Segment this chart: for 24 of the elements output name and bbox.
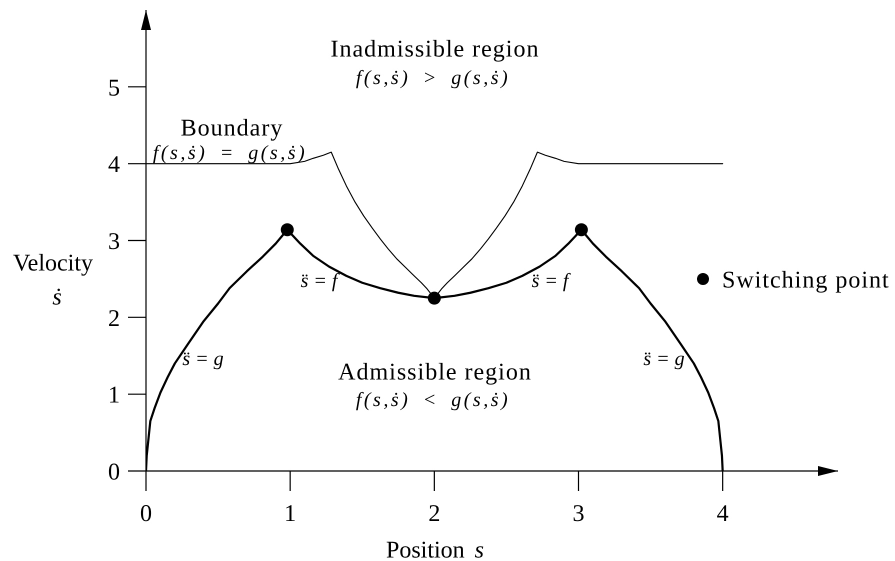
x-tick-label: 0	[140, 501, 152, 528]
annotation: s̈ = f	[532, 270, 571, 292]
y-tick-label: 0	[108, 460, 120, 486]
annotation: Admissible region	[338, 359, 532, 386]
y-tick-label: 4	[108, 152, 120, 178]
x-tick-label: 2	[428, 501, 440, 528]
annotation: s̈ = f	[300, 270, 340, 292]
annotation: s̈ = g	[182, 348, 224, 370]
annotation: f(s,ṡ) = g(s,ṡ)	[152, 142, 308, 164]
y-tick-label: 3	[108, 229, 120, 256]
y-tick-label: 5	[108, 75, 120, 102]
annotation: f(s,ṡ) < g(s,ṡ)	[356, 389, 510, 411]
annotation: f(s,ṡ) > g(s,ṡ)	[356, 67, 510, 89]
x-tick-label: 4	[716, 501, 729, 528]
y-axis-title: Velocity ṡ	[13, 250, 99, 310]
x-tick-label: 1	[284, 501, 296, 528]
annotation: s̈ = g	[643, 348, 685, 370]
annotation: Boundary	[180, 115, 284, 142]
legend-label: Switching point	[722, 267, 890, 294]
x-axis-title: Position s	[386, 537, 484, 561]
y-tick-label: 2	[108, 306, 120, 332]
y-tick-label: 1	[108, 382, 120, 409]
annotation: Inadmissible region	[330, 36, 540, 62]
x-tick-label: 3	[572, 501, 584, 528]
